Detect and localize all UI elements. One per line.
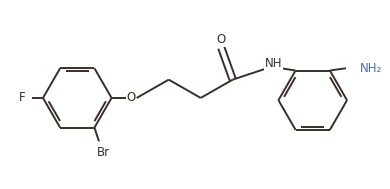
Text: NH₂: NH₂ — [360, 62, 382, 75]
Text: O: O — [217, 33, 226, 46]
Text: Br: Br — [97, 146, 110, 159]
Text: F: F — [19, 91, 26, 105]
Text: O: O — [126, 91, 136, 105]
Text: NH: NH — [265, 57, 283, 70]
